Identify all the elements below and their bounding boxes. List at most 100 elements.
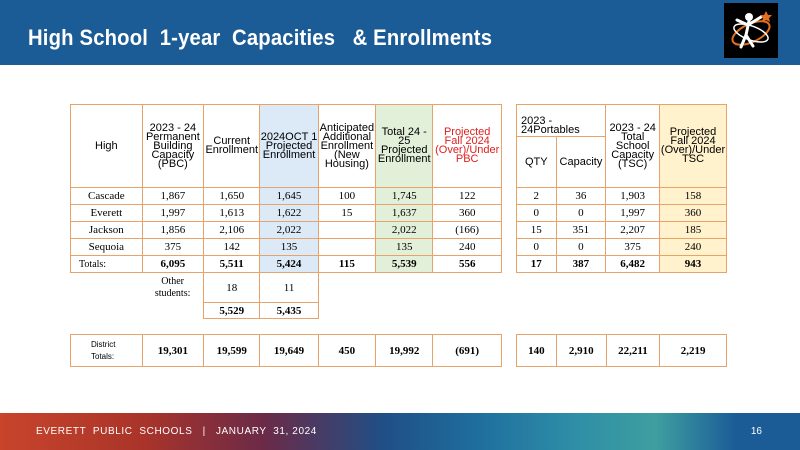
table-row: 0 0 375 240 [516,238,727,256]
cell: 18 [203,272,261,303]
cell: 450 [317,334,377,367]
cell: 6,482 [605,255,661,273]
cell: 5,424 [259,255,319,273]
cell: 1,645 [259,187,319,205]
cell [317,221,377,239]
cell: 11 [259,272,319,303]
page-number: 16 [750,426,762,437]
table-row: 15 351 2,207 185 [516,221,727,239]
totals-row: Totals: 6,095 5,511 5,424 115 5,539 556 [70,255,502,273]
table-row: 2 36 1,903 158 [516,187,727,205]
col-header-anticipated-enrollment: Anticipated Additional Enrollment (New H… [317,104,377,188]
cell: 360 [659,204,727,222]
cell: 185 [659,221,727,239]
cell: 15 [516,221,557,239]
totals-row: 17 387 6,482 943 [516,255,727,273]
cell: 5,435 [259,302,319,319]
cell: 1,650 [203,187,261,205]
col-header-total-projected: Total 24 - 25 Projected Enrollment [375,104,434,188]
table-row: Sequoia 375 142 135 135 240 [70,238,502,256]
school-name: Everett [70,204,143,222]
district-logo-icon [724,3,778,58]
high-school-capacity-table: High 2023 - 24 Permanent Building Capaci… [70,104,502,319]
cell: 36 [555,187,607,205]
cell: 2,219 [659,334,727,367]
cell: 2,106 [203,221,261,239]
cell: (166) [432,221,502,239]
table-row: Everett 1,997 1,613 1,622 15 1,637 360 [70,204,502,222]
footer-text: EVERETT PUBLIC SCHOOLS | JANUARY 31, 202… [36,426,317,437]
cell: 1,903 [605,187,661,205]
cell [317,238,377,256]
col-header-projected-enrollment: 2024OCT 1 Projected Enrollment [259,104,319,188]
school-name: Jackson [70,221,143,239]
cell: 240 [432,238,502,256]
cell: 0 [516,238,557,256]
district-totals-left: District Totals: 19,301 19,599 19,649 45… [70,334,502,367]
cell: 0 [516,204,557,222]
cell: 140 [516,334,557,367]
cell: 1,867 [141,187,205,205]
table-header-row: High 2023 - 24 Permanent Building Capaci… [70,104,502,188]
district-totals-label: District Totals: [70,334,143,367]
cell: 122 [432,187,502,205]
cell: 0 [555,204,607,222]
subtotal-row: 5,529 5,435 [71,302,502,319]
portables-capacity-table: 2023 - 24Portables 2023 - 24 Total Schoo… [515,104,727,273]
cell: 115 [317,255,377,273]
col-header-current-enrollment: Current Enrollment [203,104,261,188]
title-bar: High School 1-year Capacities & Enrollme… [0,0,800,65]
cell: 2,910 [555,334,607,367]
cell: 943 [659,255,727,273]
cell: 17 [516,255,557,273]
cell: 2,022 [375,221,434,239]
cell: 19,599 [203,334,261,367]
cell: 142 [203,238,261,256]
col-header-high: High [70,104,143,188]
footer-bar: EVERETT PUBLIC SCHOOLS | JANUARY 31, 202… [0,413,800,450]
cell: 1,622 [259,204,319,222]
col-header-over-under-tsc: Projected Fall 2024 (Over)/Under TSC [659,104,727,188]
cell: 1,613 [203,204,261,222]
col-header-qty: QTY [516,136,557,188]
cell: (691) [432,334,502,367]
district-totals-row: District Totals: 19,301 19,599 19,649 45… [70,334,502,367]
page-title: High School 1-year Capacities & Enrollme… [28,25,493,50]
cell: 19,992 [375,334,434,367]
table-row: Cascade 1,867 1,650 1,645 100 1,745 122 [70,187,502,205]
cell: 6,095 [141,255,205,273]
cell: 351 [555,221,607,239]
cell: 240 [659,238,727,256]
cell: 100 [317,187,377,205]
other-students-row: Other students: 18 11 [71,272,502,303]
cell: 1,745 [375,187,434,205]
cell: 2,022 [259,221,319,239]
cell: 2 [516,187,557,205]
cell: 158 [659,187,727,205]
cell: 1,997 [141,204,205,222]
cell: 5,529 [203,302,261,319]
table-row: Jackson 1,856 2,106 2,022 2,022 (166) [70,221,502,239]
cell: 19,301 [141,334,205,367]
cell: 19,649 [259,334,319,367]
cell: 1,997 [605,204,661,222]
cell: 22,211 [605,334,661,367]
cell: 375 [141,238,205,256]
table-row: 0 0 1,997 360 [516,204,727,222]
cell: 1,637 [375,204,434,222]
cell: 360 [432,204,502,222]
col-header-over-under-pbc: Projected Fall 2024 (Over)/Under PBC [432,104,502,188]
col-header-capacity: Capacity [555,136,607,188]
other-students-label: Other students: [154,275,191,299]
totals-label: Totals: [70,255,143,273]
cell: 2,207 [605,221,661,239]
col-header-portables: 2023 - 24Portables [515,104,607,137]
district-totals-right: 140 2,910 22,211 2,219 [516,334,727,367]
cell: 5,539 [375,255,434,273]
cell: 556 [432,255,502,273]
district-totals-row: 140 2,910 22,211 2,219 [516,334,727,367]
cell: 0 [555,238,607,256]
school-name: Sequoia [70,238,143,256]
cell: 1,856 [141,221,205,239]
cell: 135 [375,238,434,256]
